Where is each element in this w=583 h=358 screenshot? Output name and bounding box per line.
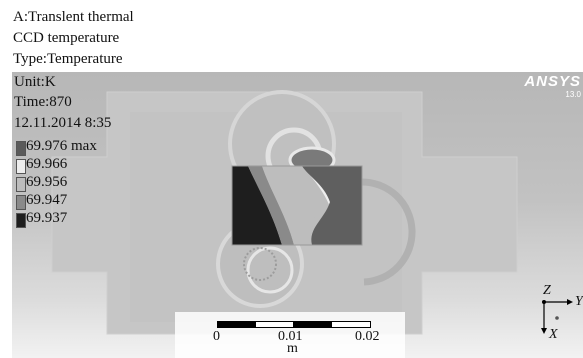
scale-tick-label: 0: [213, 329, 220, 344]
axis-triad[interactable]: Z Y X: [537, 284, 583, 344]
ansys-logo: ANSYS 13.0: [524, 73, 581, 100]
ccd-band-high: [262, 166, 335, 230]
scale-segment: [331, 321, 371, 328]
legend-item: 69.966: [16, 156, 136, 174]
scale-tick-label: 0.01: [278, 329, 303, 344]
y-axis-label: Y: [575, 294, 583, 309]
ccd-outline: [231, 165, 363, 246]
lower-dashed-ring: [243, 247, 277, 281]
object-title: CCD temperature: [13, 30, 120, 46]
legend-item: 69.937: [16, 210, 136, 228]
lower-ring: [246, 246, 294, 294]
logo-text: ANSYS: [524, 73, 581, 90]
date-label: 12.11.2014 8:35: [14, 115, 112, 131]
legend-label: 69.956: [26, 174, 68, 190]
analysis-title: A:Translent thermal: [13, 9, 134, 25]
legend-label: 69.976 max: [26, 138, 97, 154]
z-axis-label: Z: [543, 283, 551, 298]
logo-version: 13.0: [565, 90, 581, 99]
legend-swatch: [16, 213, 26, 228]
ccd-hot-zone: [302, 166, 362, 245]
ccd-cold-zone: [232, 166, 282, 245]
scale-bar: 0 0.01 0.02 m: [175, 312, 405, 358]
scale-tick-label: 0.02: [355, 329, 380, 344]
legend-item: 69.956: [16, 174, 136, 192]
scale-segment: [293, 321, 333, 328]
simulation-viewport[interactable]: Unit:K Time:870 12.11.2014 8:35 69.976 m…: [12, 72, 583, 358]
triad-arrows-icon: [541, 299, 573, 334]
scale-unit-label: m: [287, 341, 298, 356]
legend-item: 69.947: [16, 192, 136, 210]
ccd-band-low: [248, 166, 294, 245]
legend-label: 69.966: [26, 156, 68, 172]
legend-swatch: [16, 159, 26, 174]
legend-label: 69.937: [26, 210, 68, 226]
legend-swatch: [16, 195, 26, 210]
scale-segment: [255, 321, 295, 328]
scale-segment: [217, 321, 257, 328]
legend-label: 69.947: [26, 192, 68, 208]
unit-label: Unit:K: [14, 74, 56, 90]
x-axis-label: X: [549, 327, 558, 342]
temperature-legend: 69.976 max 69.966 69.956 69.947 69.937: [16, 138, 136, 228]
legend-swatch: [16, 141, 26, 156]
ccd-band-mid: [262, 166, 315, 245]
legend-swatch: [16, 177, 26, 192]
result-type: Type:Temperature: [13, 51, 123, 67]
time-label: Time:870: [14, 94, 72, 110]
model-geometry: [51, 90, 518, 335]
legend-item: 69.976 max: [16, 138, 136, 156]
right-arc: [359, 178, 416, 286]
